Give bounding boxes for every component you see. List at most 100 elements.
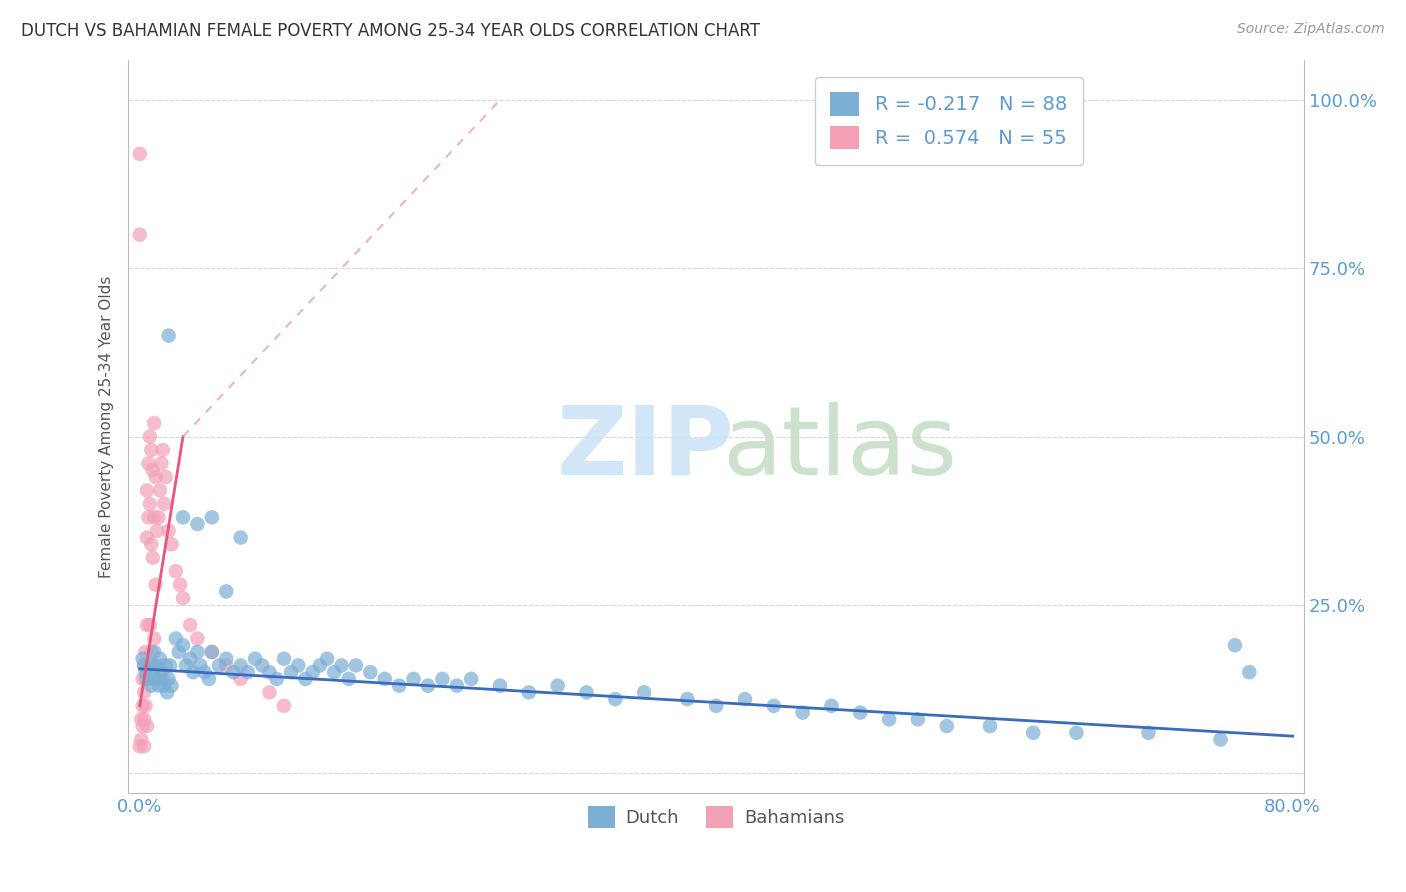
Point — [215, 658, 238, 673]
Point — [136, 672, 159, 686]
Point — [129, 732, 152, 747]
Point — [160, 679, 183, 693]
Point — [157, 524, 180, 538]
Point — [416, 679, 439, 693]
Point — [132, 739, 155, 754]
Y-axis label: Female Poverty Among 25-34 Year Olds: Female Poverty Among 25-34 Year Olds — [100, 276, 114, 578]
Point — [143, 510, 166, 524]
Point — [575, 685, 598, 699]
Point — [907, 712, 929, 726]
Point — [374, 672, 396, 686]
Point — [141, 443, 163, 458]
Point — [633, 685, 655, 699]
Point — [188, 658, 211, 673]
Point — [152, 443, 174, 458]
Point — [489, 679, 512, 693]
Point — [1209, 732, 1232, 747]
Point — [136, 531, 159, 545]
Point — [174, 658, 197, 673]
Point — [330, 658, 353, 673]
Point — [145, 672, 167, 686]
Point — [179, 651, 201, 665]
Point — [150, 665, 173, 680]
Point — [131, 719, 153, 733]
Point — [243, 651, 266, 665]
Point — [136, 618, 159, 632]
Point — [762, 698, 785, 713]
Point — [153, 679, 176, 693]
Point — [152, 672, 174, 686]
Point — [259, 685, 281, 699]
Point — [517, 685, 540, 699]
Point — [309, 658, 332, 673]
Point — [142, 658, 165, 673]
Point — [1022, 725, 1045, 739]
Point — [135, 645, 157, 659]
Point — [792, 706, 814, 720]
Point — [155, 470, 177, 484]
Point — [128, 146, 150, 161]
Point — [229, 672, 252, 686]
Point — [143, 416, 166, 430]
Point — [337, 672, 360, 686]
Point — [153, 497, 176, 511]
Point — [136, 483, 159, 498]
Point — [273, 698, 295, 713]
Point — [935, 719, 957, 733]
Point — [139, 497, 162, 511]
Point — [704, 698, 727, 713]
Point — [157, 672, 180, 686]
Point — [139, 618, 162, 632]
Point — [128, 227, 150, 242]
Point — [141, 537, 163, 551]
Point — [547, 679, 569, 693]
Point — [131, 698, 153, 713]
Point — [132, 712, 155, 726]
Point — [145, 470, 167, 484]
Point — [1223, 638, 1246, 652]
Text: ZIP: ZIP — [557, 402, 734, 495]
Point — [359, 665, 381, 680]
Point — [159, 658, 181, 673]
Point — [229, 531, 252, 545]
Point — [146, 524, 169, 538]
Point — [344, 658, 367, 673]
Point — [186, 645, 208, 659]
Point — [141, 645, 163, 659]
Point — [402, 672, 425, 686]
Point — [605, 692, 627, 706]
Point — [131, 651, 153, 665]
Point — [172, 638, 194, 652]
Point — [252, 658, 274, 673]
Point — [136, 719, 159, 733]
Point — [165, 564, 187, 578]
Point — [172, 510, 194, 524]
Point — [316, 651, 339, 665]
Point — [142, 665, 165, 680]
Point — [208, 658, 231, 673]
Point — [1137, 725, 1160, 739]
Point — [432, 672, 454, 686]
Point — [201, 645, 224, 659]
Point — [155, 658, 177, 673]
Point — [294, 672, 316, 686]
Point — [149, 651, 172, 665]
Point — [181, 665, 204, 680]
Point — [215, 584, 238, 599]
Point — [194, 665, 217, 680]
Point — [138, 510, 160, 524]
Point — [148, 510, 170, 524]
Point — [186, 632, 208, 646]
Point — [820, 698, 842, 713]
Point — [150, 457, 173, 471]
Point — [169, 577, 191, 591]
Point — [446, 679, 468, 693]
Point — [138, 672, 160, 686]
Point — [167, 645, 190, 659]
Point — [849, 706, 872, 720]
Point — [138, 457, 160, 471]
Point — [460, 672, 482, 686]
Point — [172, 591, 194, 606]
Point — [201, 645, 224, 659]
Point — [1239, 665, 1261, 680]
